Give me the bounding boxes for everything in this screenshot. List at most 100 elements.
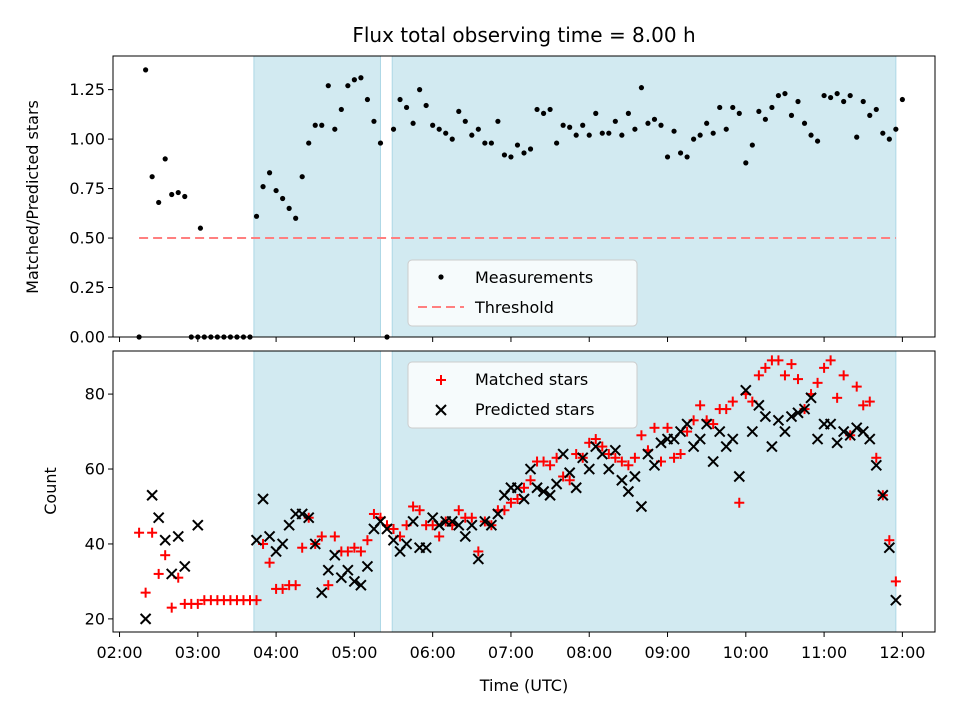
matched-star-point [760, 362, 771, 373]
matched-star-point [538, 456, 549, 467]
predicted-star-point [531, 482, 543, 494]
matched-star-point [682, 426, 693, 437]
measurement-point [664, 154, 671, 160]
measurement-point [710, 130, 716, 136]
x-tick-label: 03:00 [175, 643, 221, 662]
predicted-star-point [877, 489, 889, 501]
x-tick-label: 10:00 [723, 643, 769, 662]
matched-star-point [629, 452, 640, 463]
predicted-star-point [159, 534, 171, 546]
legend-predicted-label: Predicted stars [475, 400, 595, 419]
matched-star-point [623, 460, 634, 471]
predicted-star-point [146, 489, 158, 501]
x-tick-label: 08:00 [566, 643, 612, 662]
measurement-point [143, 67, 149, 73]
measurement-point [775, 92, 782, 99]
predicted-star-point [563, 467, 576, 479]
measurement-point [893, 126, 899, 132]
predicted-star-point [798, 403, 811, 415]
matched-star-point [832, 392, 843, 403]
predicted-star-point [492, 508, 504, 520]
predicted-star-point [616, 474, 628, 486]
matched-star-point [277, 583, 288, 594]
predicted-star-point [870, 459, 882, 471]
x-tick-label: 07:00 [488, 643, 534, 662]
predicted-star-point [387, 534, 400, 546]
measurement-point [554, 140, 560, 146]
matched-star-point [408, 501, 419, 512]
matched-star-point [153, 568, 164, 579]
measurement-point [469, 132, 475, 138]
predicted-star-point [629, 470, 641, 483]
predicted-star-point [714, 425, 726, 438]
predicted-star-point [681, 418, 693, 430]
measurement-point [834, 90, 840, 97]
top-ytick-label: 0.25 [69, 278, 105, 297]
measurement-point [351, 77, 357, 83]
predicted-star-point [727, 433, 739, 445]
measurement-point [560, 122, 566, 128]
top-ytick-label: 1.00 [69, 130, 105, 149]
predicted-star-point [635, 500, 648, 513]
measurement-point [886, 136, 892, 142]
top-legend-box [407, 259, 638, 327]
matched-star-point [590, 434, 601, 445]
x-tick-label: 02:00 [96, 643, 142, 662]
predicted-star-point [322, 564, 334, 576]
measurement-point [338, 106, 344, 113]
predicted-star-point [570, 482, 582, 494]
measurement-point [436, 126, 442, 132]
bottom-ytick-label: 40 [85, 534, 105, 553]
matched-star-point [675, 449, 686, 460]
matched-star-point [812, 377, 823, 388]
matched-star-point [134, 527, 145, 538]
top-y-axis-label: Matched/Predicted stars [23, 100, 42, 294]
predicted-star-point [779, 425, 791, 438]
predicted-star-point [400, 538, 413, 550]
predicted-star-point [883, 541, 896, 554]
measurement-point [312, 122, 318, 128]
matched-star-point [349, 542, 360, 553]
bottom-plot-frame [112, 350, 936, 633]
measurement-point [456, 108, 462, 115]
predicted-star-point [472, 553, 485, 565]
measurement-point [625, 110, 631, 116]
measurement-point [580, 122, 586, 128]
predicted-star-point [707, 455, 719, 468]
measurement-point [169, 191, 175, 198]
predicted-star-point [459, 530, 471, 543]
measurement-point [482, 140, 488, 146]
predicted-star-point [152, 512, 165, 524]
measurement-point [606, 130, 612, 136]
measurement-point [508, 154, 514, 160]
matched-star-point [773, 355, 784, 366]
predicted-star-point [466, 519, 478, 531]
measurement-point [475, 126, 481, 132]
bottom-ytick-label: 80 [85, 385, 105, 404]
measurement-point [723, 126, 729, 132]
x-tick-label: 05:00 [331, 643, 377, 662]
measurement-point [306, 140, 312, 146]
matched-star-point [140, 587, 151, 598]
matched-star-point [649, 422, 660, 433]
measurement-point [795, 98, 801, 105]
matched-star-point [316, 531, 327, 542]
predicted-star-point [524, 463, 537, 475]
measurement-point [762, 116, 768, 122]
measurement-point [293, 215, 299, 221]
measurement-point [632, 126, 638, 132]
predicted-star-point [642, 448, 654, 460]
matched-star-point [251, 595, 262, 606]
measurement-point [808, 132, 814, 138]
bottom-panel: 20 40 60 80 02:00 03:00 04:00 05:00 06:00 07:00 0… [41, 350, 936, 695]
predicted-star-point [577, 452, 589, 464]
legend-threshold-label: Threshold [474, 298, 554, 317]
matched-star-point [695, 400, 706, 411]
measurement-point [691, 136, 697, 142]
predicted-star-point [772, 414, 785, 427]
matched-star-point [884, 535, 895, 546]
measurement-point [651, 116, 658, 122]
predicted-star-point [316, 586, 328, 599]
measurement-point [266, 170, 273, 176]
